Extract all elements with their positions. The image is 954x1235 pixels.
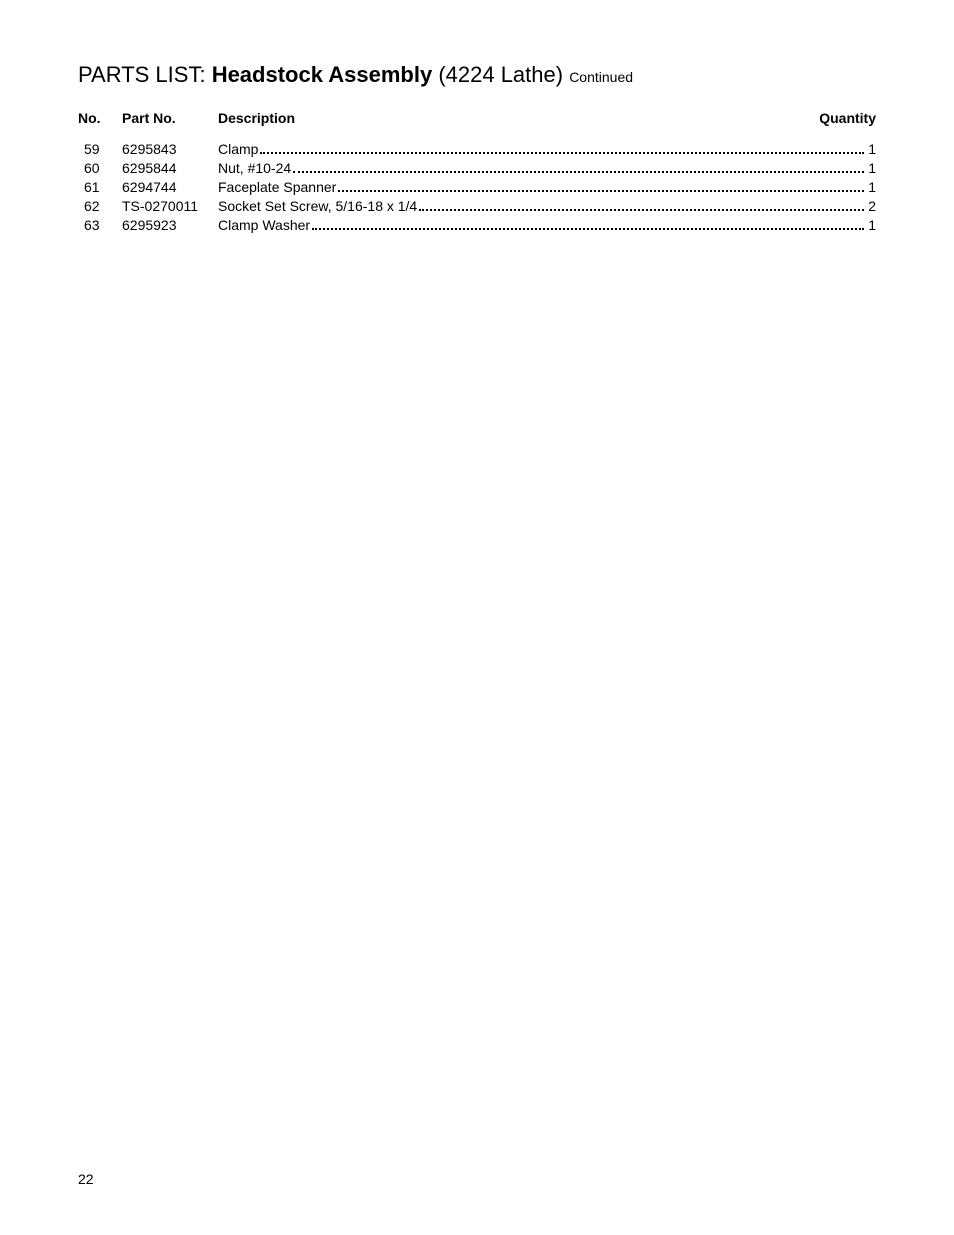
table-row: 60 6295844 Nut, #10-24 1 xyxy=(78,159,876,178)
row-no: 61 xyxy=(78,178,122,197)
row-quantity: 1 xyxy=(868,178,876,197)
row-no: 62 xyxy=(78,197,122,216)
title-continued: Continued xyxy=(569,69,633,85)
header-no: No. xyxy=(78,110,122,126)
row-description: Clamp Washer xyxy=(218,216,310,235)
table-row: 61 6294744 Faceplate Spanner 1 xyxy=(78,178,876,197)
row-partno: 6294744 xyxy=(122,178,218,197)
header-partno: Part No. xyxy=(122,110,218,126)
row-partno: 6295923 xyxy=(122,216,218,235)
leader-dots xyxy=(312,217,864,230)
page-number: 22 xyxy=(78,1171,94,1187)
row-description: Socket Set Screw, 5/16-18 x 1/4 xyxy=(218,197,417,216)
leader-dots xyxy=(260,141,864,154)
table-row: 59 6295843 Clamp 1 xyxy=(78,140,876,159)
parts-table-body: 59 6295843 Clamp 1 60 6295844 Nut, #10-2… xyxy=(78,140,876,234)
title-prefix: PARTS LIST: xyxy=(78,62,212,87)
title-suffix: (4224 Lathe) xyxy=(432,62,569,87)
row-no: 60 xyxy=(78,159,122,178)
row-partno: 6295844 xyxy=(122,159,218,178)
row-quantity: 1 xyxy=(868,159,876,178)
row-description: Clamp xyxy=(218,140,258,159)
row-quantity: 1 xyxy=(868,216,876,235)
leader-dots xyxy=(293,160,864,173)
row-quantity: 2 xyxy=(868,197,876,216)
row-quantity: 1 xyxy=(868,140,876,159)
row-description: Faceplate Spanner xyxy=(218,178,336,197)
row-partno: 6295843 xyxy=(122,140,218,159)
header-description: Description xyxy=(218,110,806,126)
row-desc-qty: Clamp Washer 1 xyxy=(218,216,876,235)
table-row: 62 TS-0270011 Socket Set Screw, 5/16-18 … xyxy=(78,197,876,216)
row-desc-qty: Socket Set Screw, 5/16-18 x 1/4 2 xyxy=(218,197,876,216)
table-header-row: No. Part No. Description Quantity xyxy=(78,110,876,126)
header-quantity: Quantity xyxy=(806,110,876,126)
leader-dots xyxy=(338,179,864,192)
row-no: 63 xyxy=(78,216,122,235)
row-description: Nut, #10-24 xyxy=(218,159,291,178)
leader-dots xyxy=(419,198,864,211)
title-main: Headstock Assembly xyxy=(212,62,433,87)
row-desc-qty: Nut, #10-24 1 xyxy=(218,159,876,178)
row-no: 59 xyxy=(78,140,122,159)
row-desc-qty: Clamp 1 xyxy=(218,140,876,159)
row-partno: TS-0270011 xyxy=(122,197,218,216)
row-desc-qty: Faceplate Spanner 1 xyxy=(218,178,876,197)
table-row: 63 6295923 Clamp Washer 1 xyxy=(78,216,876,235)
page-title: PARTS LIST: Headstock Assembly (4224 Lat… xyxy=(78,62,876,88)
